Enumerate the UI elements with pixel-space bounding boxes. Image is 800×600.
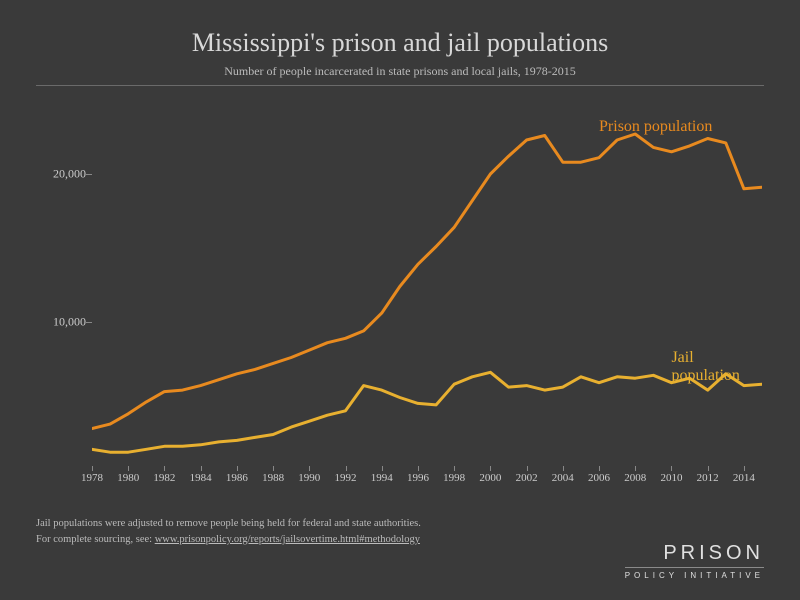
x-tick — [309, 466, 310, 471]
x-tick — [671, 466, 672, 471]
x-axis-label: 2004 — [552, 472, 574, 484]
chart-area: 10,000 20,000 1978 1980 1982 1984 1986 1988 1990… — [36, 90, 764, 510]
x-axis-label: 1978 — [81, 472, 103, 484]
x-axis-label: 2002 — [516, 472, 538, 484]
x-axis-label: 1992 — [335, 472, 357, 484]
x-axis-label: 2008 — [624, 472, 646, 484]
y-axis-label: 20,000 — [53, 167, 86, 182]
x-axis-label: 2006 — [588, 472, 610, 484]
x-tick — [635, 466, 636, 471]
x-axis-label: 1990 — [298, 472, 320, 484]
x-tick — [128, 466, 129, 471]
x-axis-label: 1986 — [226, 472, 248, 484]
series-line-jail-population — [92, 372, 762, 452]
x-tick — [164, 466, 165, 471]
series-label: Prison population — [599, 118, 712, 136]
logo: PRISON POLICY INITIATIVE — [625, 542, 764, 580]
x-axis-label: 2000 — [479, 472, 501, 484]
x-tick — [454, 466, 455, 471]
x-axis-label: 1998 — [443, 472, 465, 484]
x-tick — [418, 466, 419, 471]
x-tick — [237, 466, 238, 471]
line-chart — [92, 100, 762, 470]
x-axis-label: 1988 — [262, 472, 284, 484]
logo-top: PRISON — [625, 542, 764, 565]
y-tick — [86, 322, 92, 323]
chart-subtitle: Number of people incarcerated in state p… — [36, 64, 764, 86]
y-tick — [86, 174, 92, 175]
y-axis-label: 10,000 — [53, 315, 86, 330]
x-tick — [563, 466, 564, 471]
x-axis-label: 1996 — [407, 472, 429, 484]
x-axis-label: 2014 — [733, 472, 755, 484]
logo-bottom: POLICY INITIATIVE — [625, 567, 764, 580]
x-tick — [708, 466, 709, 471]
footnote-line1: Jail populations were adjusted to remove… — [36, 518, 421, 529]
x-axis-label: 2010 — [660, 472, 682, 484]
footnote-link[interactable]: www.prisonpolicy.org/reports/jailsoverti… — [155, 534, 420, 545]
x-axis-label: 1980 — [117, 472, 139, 484]
x-tick — [744, 466, 745, 471]
x-tick — [273, 466, 274, 471]
x-axis-label: 2012 — [697, 472, 719, 484]
x-axis-label: 1994 — [371, 472, 393, 484]
x-axis-label: 1982 — [153, 472, 175, 484]
x-axis-label: 1984 — [190, 472, 212, 484]
x-tick — [346, 466, 347, 471]
x-tick — [382, 466, 383, 471]
x-tick — [201, 466, 202, 471]
series-line-prison-population — [92, 134, 762, 429]
x-tick — [490, 466, 491, 471]
chart-title: Mississippi's prison and jail population… — [36, 28, 764, 58]
x-tick — [527, 466, 528, 471]
footnote-line2-prefix: For complete sourcing, see: — [36, 534, 155, 545]
x-tick — [599, 466, 600, 471]
x-tick — [92, 466, 93, 471]
series-label: Jail population — [671, 349, 764, 385]
